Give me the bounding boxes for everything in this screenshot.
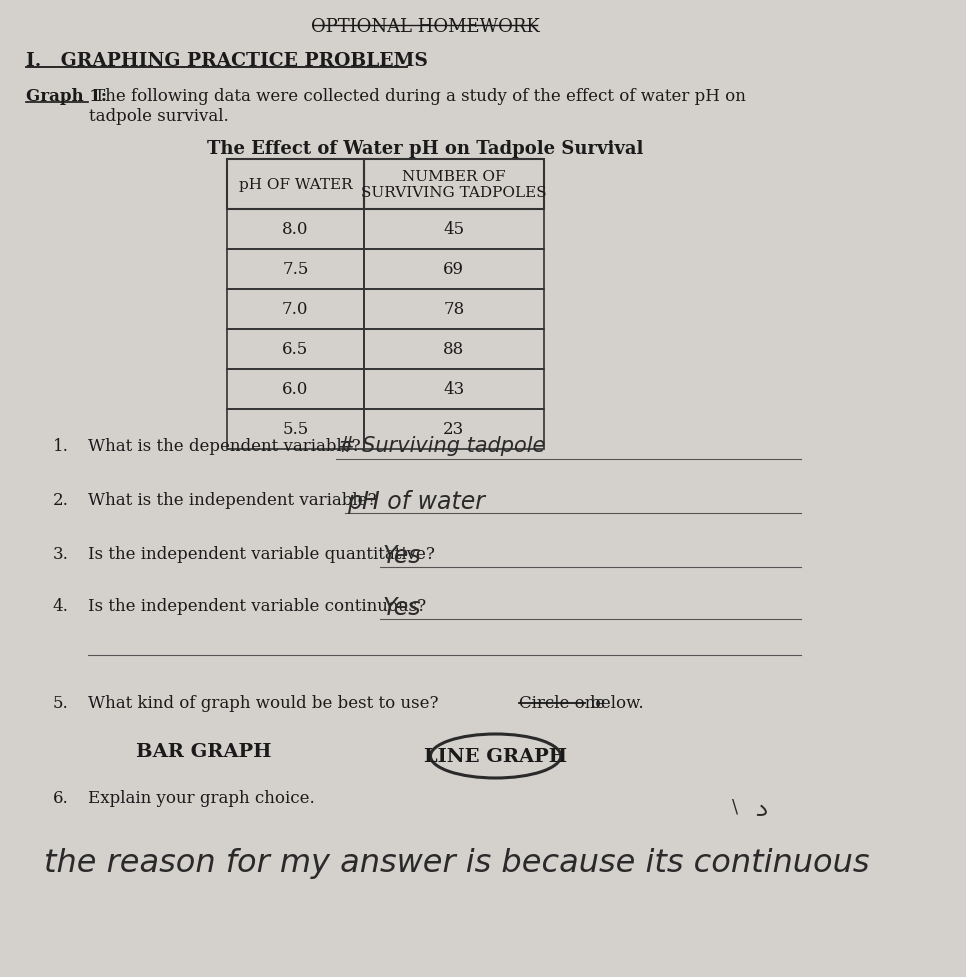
- Text: 88: 88: [443, 341, 465, 359]
- Text: 23: 23: [443, 421, 465, 438]
- Text: Is the independent variable continuous?: Is the independent variable continuous?: [88, 597, 426, 615]
- Text: Yes: Yes: [383, 543, 420, 568]
- Text: pH OF WATER: pH OF WATER: [239, 178, 353, 191]
- Text: What is the dependent variable?: What is the dependent variable?: [88, 438, 360, 454]
- Text: 8.0: 8.0: [282, 221, 308, 238]
- Text: 6.0: 6.0: [282, 381, 308, 398]
- Text: \: \: [732, 797, 739, 815]
- Text: OPTIONAL HOMEWORK: OPTIONAL HOMEWORK: [311, 18, 540, 36]
- Text: 69: 69: [443, 261, 465, 278]
- Text: 45: 45: [443, 221, 465, 238]
- Text: pH of water: pH of water: [347, 489, 485, 514]
- Text: below.: below.: [584, 695, 643, 711]
- Text: 6.5: 6.5: [282, 341, 308, 359]
- Text: Graph 1:: Graph 1:: [26, 88, 107, 105]
- Text: 2.: 2.: [53, 491, 69, 508]
- Text: LINE GRAPH: LINE GRAPH: [424, 747, 567, 765]
- Text: Explain your graph choice.: Explain your graph choice.: [88, 789, 315, 806]
- Text: I.   GRAPHING PRACTICE PROBLEMS: I. GRAPHING PRACTICE PROBLEMS: [26, 52, 428, 70]
- Text: Circle one: Circle one: [520, 695, 606, 711]
- Text: What kind of graph would be best to use?: What kind of graph would be best to use?: [88, 695, 443, 711]
- Text: 43: 43: [443, 381, 465, 398]
- Text: The following data were collected during a study of the effect of water pH on
ta: The following data were collected during…: [89, 88, 746, 124]
- Text: # Surviving tadpole: # Surviving tadpole: [338, 436, 546, 455]
- Text: 3.: 3.: [53, 545, 69, 563]
- Text: 78: 78: [443, 301, 465, 319]
- Text: the reason for my answer is because its continuous: the reason for my answer is because its …: [44, 847, 869, 878]
- Text: 4.: 4.: [53, 597, 69, 615]
- Text: BAR GRAPH: BAR GRAPH: [136, 743, 272, 760]
- Text: 7.5: 7.5: [282, 261, 308, 278]
- Text: 5.5: 5.5: [282, 421, 308, 438]
- Text: 1.: 1.: [53, 438, 69, 454]
- Text: What is the independent variable?: What is the independent variable?: [88, 491, 377, 508]
- Text: 5.: 5.: [53, 695, 69, 711]
- Text: Yes: Yes: [383, 595, 420, 619]
- Text: Is the independent variable quantitative?: Is the independent variable quantitative…: [88, 545, 435, 563]
- Text: 6.: 6.: [53, 789, 69, 806]
- Text: NUMBER OF
SURVIVING TADPOLES: NUMBER OF SURVIVING TADPOLES: [361, 170, 547, 200]
- Text: The Effect of Water pH on Tadpole Survival: The Effect of Water pH on Tadpole Surviv…: [207, 140, 643, 158]
- Text: 7.0: 7.0: [282, 301, 308, 319]
